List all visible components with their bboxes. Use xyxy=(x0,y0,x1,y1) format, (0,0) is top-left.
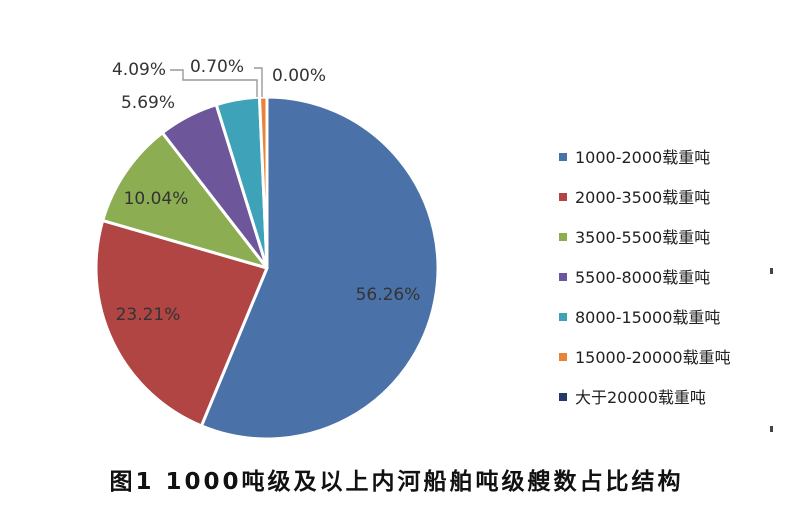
data-label: 0.00% xyxy=(272,66,326,86)
edge-tick-mark xyxy=(770,268,773,274)
pie-slices xyxy=(94,95,440,441)
leader-line xyxy=(170,69,258,97)
data-label: 10.04% xyxy=(124,189,189,209)
data-label: 5.69% xyxy=(121,93,175,113)
legend-label: 8000-15000载重吨 xyxy=(575,308,720,327)
legend-label: 2000-3500载重吨 xyxy=(575,188,710,207)
label-leader-lines xyxy=(170,67,263,97)
legend-label: 5500-8000载重吨 xyxy=(575,268,710,287)
legend-swatch xyxy=(559,313,567,321)
edge-tick-mark xyxy=(770,426,773,432)
pie-slice xyxy=(101,131,269,270)
data-label: 4.09% xyxy=(112,60,166,80)
legend-swatch xyxy=(559,393,567,401)
legend-label: 1000-2000载重吨 xyxy=(575,148,710,167)
leader-line xyxy=(254,67,263,97)
legend-swatch xyxy=(559,153,567,161)
legend-swatch xyxy=(559,353,567,361)
legend-label: 大于20000载重吨 xyxy=(575,388,706,407)
legend-label: 15000-20000载重吨 xyxy=(575,348,731,367)
legend-swatch xyxy=(559,233,567,241)
pie-slice xyxy=(199,95,440,441)
data-label: 23.21% xyxy=(116,305,181,325)
data-labels: 56.26% 23.21% 10.04% 5.69% 4.09% 0.70% 0.00% xyxy=(112,57,420,325)
legend: 1000-2000载重吨 2000-3500载重吨 3500-5500载重吨 5500… xyxy=(559,148,731,407)
legend-label: 3500-5500载重吨 xyxy=(575,228,710,247)
pie-slice xyxy=(257,95,269,270)
data-label: 56.26% xyxy=(356,285,421,305)
pie-slice xyxy=(94,219,269,428)
data-label: 0.70% xyxy=(190,57,244,77)
legend-swatch xyxy=(559,193,567,201)
pie-chart: 56.26% 23.21% 10.04% 5.69% 4.09% 0.70% 0.00% 1… xyxy=(94,57,731,441)
figure-caption: 图1 1000吨级及以上内河船舶吨级艘数占比结构 xyxy=(109,469,684,495)
legend-swatch xyxy=(559,273,567,281)
